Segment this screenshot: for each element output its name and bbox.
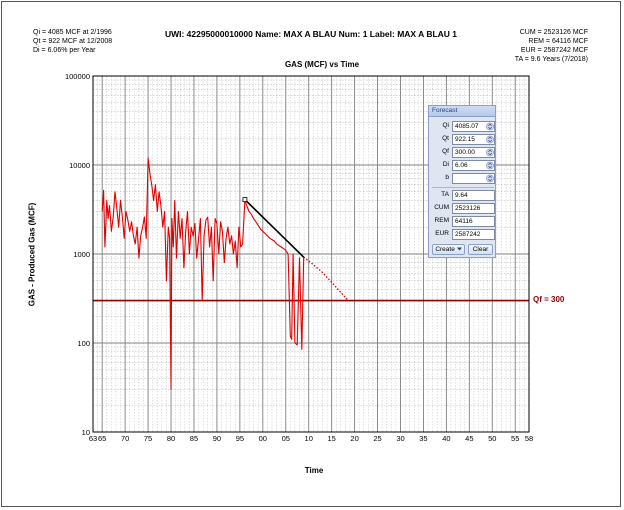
- decline-fit-line: [244, 199, 305, 258]
- qi-input[interactable]: 4085.07: [452, 121, 495, 132]
- eur-row: EUR 2587242: [431, 229, 495, 240]
- y-tick-label: 100: [77, 339, 90, 348]
- create-button-label: Create: [435, 246, 455, 253]
- forecast-series-line: [303, 256, 349, 301]
- b-input[interactable]: [452, 173, 495, 184]
- qf-field-label: Qf: [442, 148, 449, 155]
- series-layer: [93, 157, 529, 391]
- axis-tick-labels: 63 65 70 75 80 85 90 95 00 05 10 15 20 25 30 35 40 45 50 55…: [65, 72, 533, 443]
- forecast-panel[interactable]: Forecast Qi 4085.07 Qt 922.15 Qf 300.00 …: [428, 105, 496, 258]
- qf-row: Qf 300.00: [431, 147, 495, 158]
- forecast-panel-title[interactable]: Forecast: [429, 106, 495, 117]
- x-tick-label: 20: [350, 434, 358, 443]
- qt-input[interactable]: 922.15: [452, 134, 495, 145]
- rem-label: REM: [434, 217, 449, 224]
- y-tick-label: 10: [82, 428, 90, 437]
- b-label: b: [445, 174, 449, 181]
- x-tick-label: 50: [488, 434, 496, 443]
- b-spinner-icon[interactable]: [486, 174, 494, 183]
- x-tick-label: 55: [511, 434, 519, 443]
- x-tick-label: 80: [167, 434, 175, 443]
- di-spinner-icon[interactable]: [486, 161, 494, 170]
- header-right-summary: CUM = 2523126 MCF REM = 64116 MCF EUR = …: [515, 28, 588, 64]
- rem-row: REM 64116: [431, 216, 495, 227]
- qt-row: Qt 922.15: [431, 134, 495, 145]
- y-tick-label: 1000: [73, 250, 90, 259]
- ta-label: TA: [441, 191, 449, 198]
- clear-button[interactable]: Clear: [468, 244, 493, 255]
- qf-input[interactable]: 300.00: [452, 147, 495, 158]
- production-series-line: [101, 157, 305, 391]
- ta-row: TA 9.64: [431, 190, 495, 201]
- x-axis-label: Time: [304, 466, 324, 475]
- chart-title: GAS (MCF) vs Time: [284, 60, 360, 69]
- x-tick-label: 35: [419, 434, 427, 443]
- eur-summary: EUR = 2587242 MCF: [520, 47, 588, 54]
- x-tick-label: 45: [465, 434, 473, 443]
- x-tick-label: 63: [89, 434, 97, 443]
- ta-output[interactable]: 9.64: [452, 190, 495, 201]
- qt-spinner-icon[interactable]: [486, 135, 494, 144]
- di-label: Di: [442, 161, 449, 168]
- qf-spinner-icon[interactable]: [486, 148, 494, 157]
- eur-label: EUR: [435, 230, 449, 237]
- x-tick-label: 10: [305, 434, 313, 443]
- y-tick-label: 10000: [69, 161, 90, 170]
- x-tick-label: 90: [213, 434, 221, 443]
- x-tick-label: 40: [442, 434, 450, 443]
- cum-row: CUM 2523126: [431, 203, 495, 214]
- qf-label: Qf = 300: [533, 295, 565, 304]
- x-tick-label: 70: [121, 434, 129, 443]
- x-tick-label: 05: [282, 434, 290, 443]
- y-axis-label: GAS - Produced Gas (MCF): [27, 202, 37, 307]
- qt-label: Qt: [442, 135, 449, 142]
- x-tick-label: 15: [327, 434, 335, 443]
- x-tick-label: 30: [396, 434, 404, 443]
- cum-output[interactable]: 2523126: [452, 203, 495, 214]
- qi-label: Qi: [442, 122, 450, 129]
- x-tick-label: 25: [373, 434, 381, 443]
- b-row: b: [431, 173, 495, 184]
- cum-label: CUM: [434, 204, 449, 211]
- x-tick-label: 95: [236, 434, 244, 443]
- rem-output[interactable]: 64116: [452, 216, 495, 227]
- x-tick-label: 65: [98, 434, 106, 443]
- qi-row: Qi 4085.07: [431, 121, 495, 132]
- di-row: Di 6.06: [431, 160, 495, 171]
- rem-summary: REM = 64116 MCF: [528, 38, 588, 45]
- dropdown-arrow-icon: [456, 247, 462, 251]
- x-tick-label: 75: [144, 434, 152, 443]
- eur-output[interactable]: 2587242: [452, 229, 495, 240]
- well-title: UWI: 42295000010000 Name: MAX A BLAU Num…: [164, 29, 458, 39]
- x-tick-label: 58: [525, 434, 533, 443]
- plot-border: [92, 75, 530, 433]
- panel-separator: [432, 187, 494, 188]
- qi-summary: Qi = 4085 MCF at 2/1996: [33, 29, 112, 36]
- di-input[interactable]: 6.06: [452, 160, 495, 171]
- header-left-summary: Qi = 4085 MCF at 2/1996 Qt = 922 MCF at …: [33, 28, 112, 55]
- qt-summary: Qt = 922 MCF at 12/2008: [33, 38, 113, 45]
- y-tick-label: 100000: [65, 72, 90, 81]
- di-summary: Di = 6.06% per Year: [33, 47, 96, 54]
- qi-marker: [242, 197, 248, 203]
- create-button[interactable]: Create: [432, 244, 465, 255]
- cum-summary: CUM = 2523126 MCF: [519, 29, 588, 36]
- qi-spinner-icon[interactable]: [486, 122, 494, 131]
- ta-summary: TA = 9.6 Years (7/2018): [514, 56, 588, 63]
- x-tick-label: 85: [190, 434, 198, 443]
- x-tick-label: 00: [259, 434, 267, 443]
